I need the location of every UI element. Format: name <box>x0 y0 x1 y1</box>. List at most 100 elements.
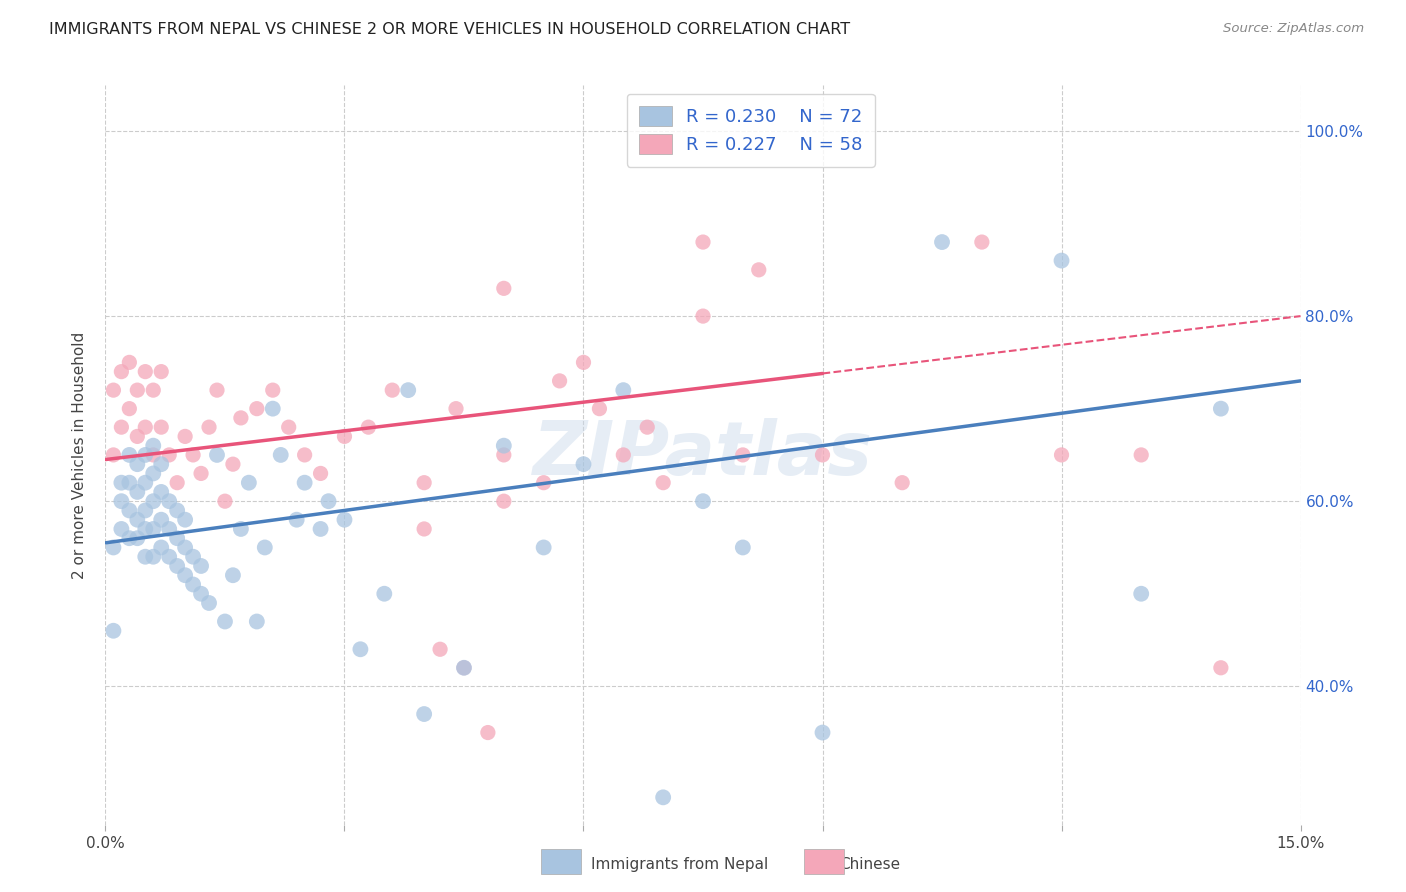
Point <box>174 541 197 555</box>
Point <box>444 401 467 416</box>
Point <box>214 615 236 629</box>
Point <box>1130 448 1153 462</box>
Point <box>150 365 173 379</box>
Point <box>103 448 125 462</box>
Point <box>229 411 252 425</box>
Text: ZIPatlas: ZIPatlas <box>533 418 873 491</box>
Point <box>612 383 634 397</box>
Point <box>157 494 180 508</box>
Point <box>262 383 284 397</box>
Point <box>134 475 156 490</box>
Point <box>134 448 156 462</box>
Point <box>652 790 675 805</box>
Point <box>492 439 515 453</box>
Point <box>1209 661 1232 675</box>
Point <box>142 522 165 536</box>
Point <box>548 374 571 388</box>
Point <box>309 467 332 481</box>
Point <box>429 642 451 657</box>
Point <box>157 522 180 536</box>
Point <box>110 420 132 434</box>
Point <box>285 513 308 527</box>
Point <box>381 383 404 397</box>
Point <box>118 475 141 490</box>
Point <box>150 485 173 500</box>
Point <box>692 235 714 249</box>
Point <box>205 448 228 462</box>
Point <box>453 661 475 675</box>
Point <box>652 475 675 490</box>
Text: Immigrants from Nepal: Immigrants from Nepal <box>591 857 768 871</box>
Point <box>127 383 149 397</box>
Point <box>533 475 555 490</box>
Point <box>692 309 714 323</box>
Point <box>270 448 292 462</box>
Point <box>277 420 299 434</box>
Point <box>142 439 165 453</box>
Point <box>127 457 149 471</box>
Point <box>246 401 269 416</box>
Point <box>453 661 475 675</box>
Point <box>166 531 188 545</box>
Point <box>731 448 754 462</box>
Point <box>811 448 834 462</box>
Point <box>134 503 156 517</box>
Point <box>118 355 141 369</box>
Point <box>127 513 149 527</box>
Point <box>127 429 149 443</box>
Point <box>492 281 515 295</box>
Point <box>150 457 173 471</box>
Point <box>214 494 236 508</box>
Point <box>110 522 132 536</box>
Point <box>572 355 595 369</box>
Point <box>190 558 212 574</box>
Point <box>636 420 658 434</box>
Point <box>110 365 132 379</box>
Legend: R = 0.230    N = 72, R = 0.227    N = 58: R = 0.230 N = 72, R = 0.227 N = 58 <box>627 94 875 167</box>
Point <box>166 503 188 517</box>
Point <box>1209 401 1232 416</box>
Point <box>333 513 356 527</box>
Point <box>931 235 953 249</box>
Text: Source: ZipAtlas.com: Source: ZipAtlas.com <box>1223 22 1364 36</box>
Point <box>142 448 165 462</box>
Point <box>588 401 610 416</box>
Point <box>396 383 419 397</box>
Point <box>229 522 252 536</box>
Point <box>238 475 260 490</box>
Point <box>190 467 212 481</box>
Point <box>891 475 914 490</box>
Point <box>731 541 754 555</box>
Point <box>1050 253 1073 268</box>
Point <box>190 587 212 601</box>
Point <box>142 467 165 481</box>
Point <box>150 541 173 555</box>
Text: IMMIGRANTS FROM NEPAL VS CHINESE 2 OR MORE VEHICLES IN HOUSEHOLD CORRELATION CHA: IMMIGRANTS FROM NEPAL VS CHINESE 2 OR MO… <box>49 22 851 37</box>
Point <box>142 494 165 508</box>
Point <box>103 624 125 638</box>
Point <box>142 549 165 564</box>
Point <box>205 383 228 397</box>
Point <box>134 549 156 564</box>
Point <box>318 494 340 508</box>
Point <box>413 475 436 490</box>
Point <box>413 706 436 721</box>
Point <box>222 568 245 582</box>
Point <box>142 383 165 397</box>
Point <box>492 494 515 508</box>
Point <box>262 401 284 416</box>
Point <box>349 642 371 657</box>
Point <box>692 494 714 508</box>
Point <box>373 587 395 601</box>
Point <box>134 365 156 379</box>
Point <box>492 448 515 462</box>
Point <box>157 448 180 462</box>
Point <box>181 549 204 564</box>
Point <box>1130 587 1153 601</box>
Point <box>103 541 125 555</box>
Point <box>127 485 149 500</box>
Point <box>150 420 173 434</box>
Point <box>612 448 634 462</box>
Point <box>246 615 269 629</box>
Point <box>118 448 141 462</box>
